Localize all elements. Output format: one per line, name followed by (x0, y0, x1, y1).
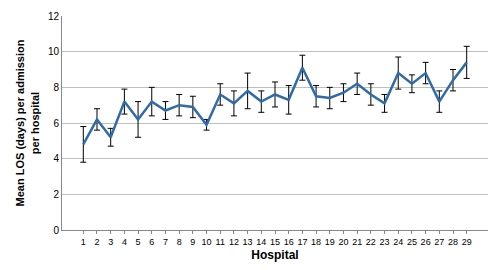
svg-text:12: 12 (229, 237, 239, 247)
svg-text:0: 0 (53, 225, 59, 236)
svg-text:21: 21 (352, 237, 362, 247)
svg-text:29: 29 (462, 237, 472, 247)
svg-text:12: 12 (48, 11, 60, 22)
svg-text:18: 18 (311, 237, 321, 247)
svg-text:11: 11 (216, 237, 225, 247)
svg-text:Hospital: Hospital (251, 248, 298, 262)
svg-text:4: 4 (122, 237, 127, 247)
svg-text:8: 8 (177, 237, 182, 247)
svg-text:15: 15 (270, 237, 280, 247)
svg-text:7: 7 (163, 237, 168, 247)
svg-text:28: 28 (448, 237, 458, 247)
svg-text:8: 8 (53, 82, 59, 93)
svg-text:9: 9 (190, 237, 195, 247)
svg-text:25: 25 (407, 237, 417, 247)
svg-text:17: 17 (297, 237, 307, 247)
svg-text:10: 10 (202, 237, 212, 247)
svg-text:1: 1 (81, 237, 86, 247)
svg-text:16: 16 (284, 237, 294, 247)
svg-text:3: 3 (108, 237, 113, 247)
svg-text:26: 26 (421, 237, 431, 247)
svg-text:14: 14 (256, 237, 266, 247)
svg-text:4: 4 (53, 153, 59, 164)
svg-text:13: 13 (243, 237, 253, 247)
svg-text:27: 27 (434, 237, 444, 247)
svg-text:5: 5 (136, 237, 141, 247)
svg-text:23: 23 (380, 237, 390, 247)
svg-text:19: 19 (325, 237, 335, 247)
svg-text:20: 20 (338, 237, 348, 247)
svg-text:10: 10 (48, 46, 60, 57)
svg-text:6: 6 (53, 118, 59, 129)
svg-text:22: 22 (366, 237, 376, 247)
svg-text:24: 24 (393, 237, 403, 247)
svg-text:2: 2 (53, 189, 59, 200)
svg-text:Mean LOS (days) per admissionp: Mean LOS (days) per admissionper hospita… (14, 39, 40, 206)
svg-text:2: 2 (94, 237, 99, 247)
svg-text:6: 6 (149, 237, 154, 247)
